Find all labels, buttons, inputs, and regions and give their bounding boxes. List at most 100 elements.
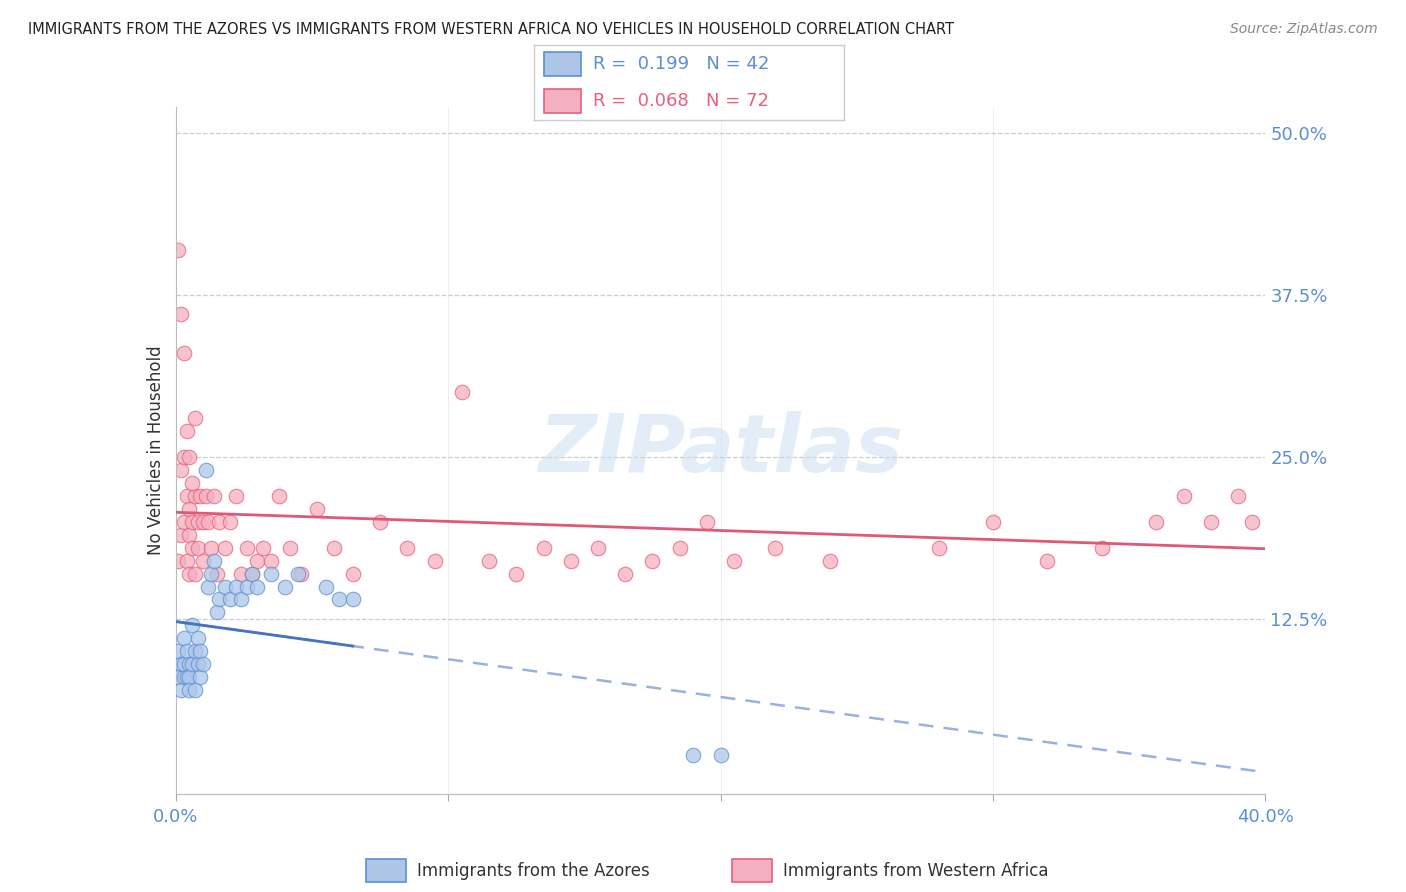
Point <box>173 657 195 672</box>
Point <box>194 463 217 477</box>
Point <box>173 670 195 684</box>
Point <box>200 541 222 555</box>
Point <box>181 475 204 490</box>
FancyBboxPatch shape <box>544 88 581 112</box>
Point <box>188 644 211 658</box>
Text: Immigrants from the Azores: Immigrants from the Azores <box>418 862 650 880</box>
Point <box>191 553 214 567</box>
Point <box>342 592 364 607</box>
Point <box>269 489 291 503</box>
Point <box>225 580 247 594</box>
Point <box>184 489 207 503</box>
Point <box>170 307 193 321</box>
Point <box>505 566 527 581</box>
Text: R =  0.199   N = 42: R = 0.199 N = 42 <box>593 55 769 73</box>
Point <box>260 566 283 581</box>
Point <box>450 385 472 400</box>
Point <box>181 515 204 529</box>
Point <box>186 657 209 672</box>
Point <box>167 243 190 257</box>
Text: Immigrants from Western Africa: Immigrants from Western Africa <box>783 862 1049 880</box>
Point <box>1227 489 1250 503</box>
Point <box>205 606 228 620</box>
Point <box>170 463 193 477</box>
Point <box>170 683 193 698</box>
Point <box>1240 515 1263 529</box>
Point <box>1144 515 1167 529</box>
Point <box>184 683 207 698</box>
Point <box>307 501 329 516</box>
Point <box>181 657 204 672</box>
Point <box>246 580 269 594</box>
Point <box>173 632 195 646</box>
Point <box>240 566 263 581</box>
Point <box>214 541 236 555</box>
Point <box>290 566 312 581</box>
Point <box>235 580 257 594</box>
Point <box>1173 489 1195 503</box>
Point <box>179 670 201 684</box>
Point <box>818 553 841 567</box>
FancyBboxPatch shape <box>544 52 581 77</box>
Point <box>260 553 283 567</box>
Point <box>231 566 253 581</box>
Point <box>170 527 193 541</box>
Point <box>668 541 690 555</box>
Point <box>396 541 419 555</box>
Point <box>560 553 582 567</box>
Point <box>240 566 263 581</box>
Point <box>167 553 190 567</box>
Point <box>173 346 195 360</box>
Point <box>423 553 446 567</box>
Point <box>252 541 274 555</box>
Point <box>278 541 301 555</box>
Text: ZIPatlas: ZIPatlas <box>538 411 903 490</box>
Point <box>208 515 231 529</box>
Point <box>167 644 190 658</box>
Point <box>181 541 204 555</box>
Text: IMMIGRANTS FROM THE AZORES VS IMMIGRANTS FROM WESTERN AFRICA NO VEHICLES IN HOUS: IMMIGRANTS FROM THE AZORES VS IMMIGRANTS… <box>28 22 955 37</box>
Point <box>342 566 364 581</box>
Point <box>179 450 201 464</box>
Point <box>696 515 718 529</box>
Point <box>167 670 190 684</box>
Point <box>197 515 219 529</box>
Point <box>191 657 214 672</box>
Point <box>188 489 211 503</box>
Point <box>191 515 214 529</box>
Point <box>179 566 201 581</box>
Point <box>763 541 786 555</box>
Point <box>641 553 664 567</box>
Point <box>186 515 209 529</box>
Point <box>197 580 219 594</box>
Point <box>368 515 391 529</box>
Point <box>1036 553 1059 567</box>
Point <box>173 450 195 464</box>
Point <box>231 592 253 607</box>
Point <box>181 618 204 632</box>
Point <box>194 489 217 503</box>
Point <box>205 566 228 581</box>
Point <box>202 553 225 567</box>
Point <box>225 489 247 503</box>
Point <box>202 489 225 503</box>
Point <box>173 515 195 529</box>
Point <box>179 683 201 698</box>
Point <box>184 411 207 425</box>
Point <box>214 580 236 594</box>
Point <box>179 501 201 516</box>
Point <box>170 657 193 672</box>
Point <box>176 670 198 684</box>
Point <box>1199 515 1222 529</box>
Point <box>200 566 222 581</box>
Point <box>682 747 704 762</box>
Point <box>1091 541 1114 555</box>
Y-axis label: No Vehicles in Household: No Vehicles in Household <box>146 345 165 556</box>
Point <box>478 553 501 567</box>
Point <box>533 541 555 555</box>
Point <box>184 566 207 581</box>
Point <box>322 541 344 555</box>
Point <box>219 515 242 529</box>
Point <box>179 657 201 672</box>
Point <box>614 566 637 581</box>
